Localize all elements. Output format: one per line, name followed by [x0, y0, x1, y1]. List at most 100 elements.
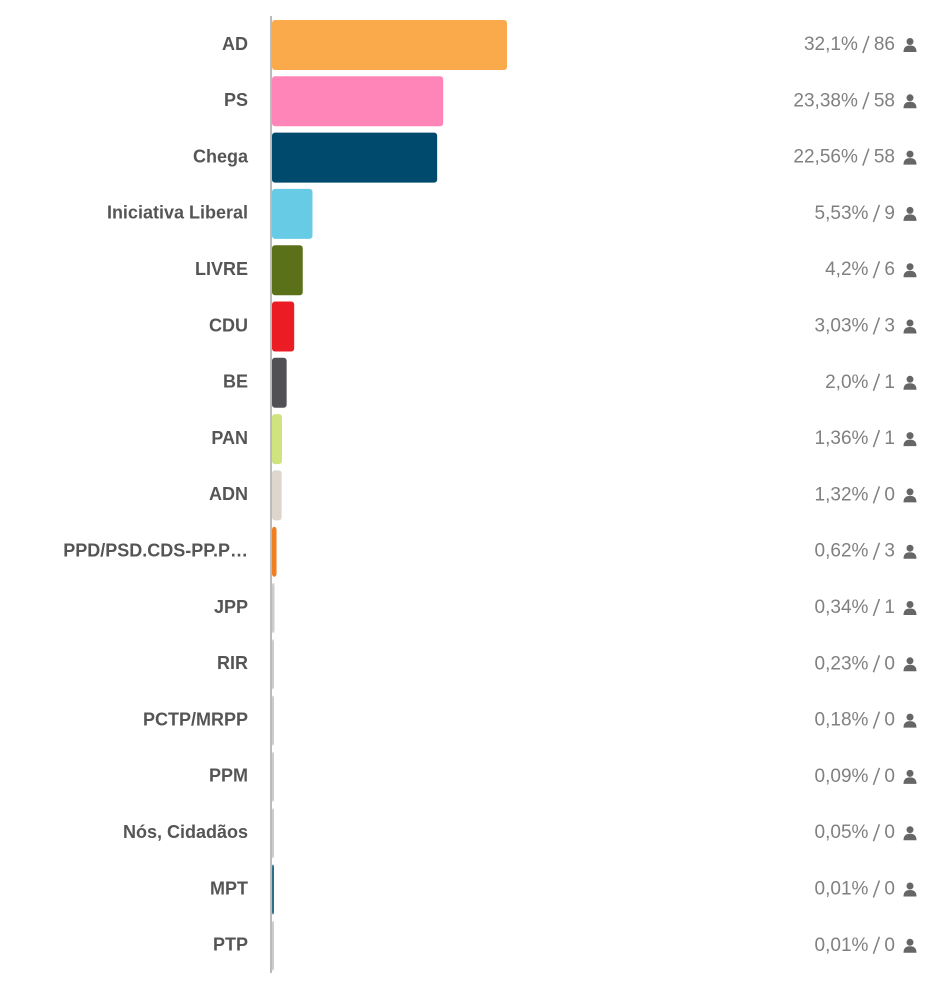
value-label: 0,34% — [815, 597, 869, 618]
person-icon — [903, 150, 917, 165]
bar — [272, 76, 444, 127]
icon-body — [903, 664, 917, 672]
seats-label: 0 — [884, 484, 895, 505]
icon-body — [903, 721, 917, 728]
icon-head — [906, 488, 914, 496]
person-icon — [903, 319, 917, 334]
category-label: JPP — [214, 597, 248, 617]
separator — [872, 880, 881, 898]
icon-body — [903, 495, 917, 503]
bar — [272, 132, 438, 183]
value-label: 3,03% — [815, 316, 869, 337]
seats-label: 9 — [884, 203, 895, 224]
category-label: ADN — [209, 484, 248, 504]
seats-label: 0 — [884, 935, 895, 956]
value-label: 0,62% — [815, 541, 869, 562]
person-icon — [903, 882, 917, 897]
category-label: PPD/PSD.CDS-PP.P… — [63, 540, 248, 560]
person-icon — [903, 432, 917, 447]
separator — [872, 823, 881, 842]
value-label: 1,36% — [815, 428, 869, 449]
seats-label: 58 — [874, 147, 895, 168]
person-icon — [903, 769, 917, 784]
seats-label: 58 — [874, 90, 895, 111]
value-label: 32,1% — [804, 34, 858, 55]
bar — [272, 414, 282, 465]
separator — [862, 92, 870, 110]
bar — [272, 357, 287, 408]
seats-label: 1 — [884, 372, 895, 393]
value-label: 0,01% — [815, 879, 869, 900]
seats-label: 0 — [884, 653, 895, 674]
icon-head — [906, 432, 914, 440]
bar — [272, 188, 313, 239]
value-label: 1,32% — [815, 484, 869, 505]
person-icon — [903, 657, 917, 672]
category-label: CDU — [209, 315, 248, 335]
icon-body — [903, 270, 917, 278]
category-label: Nós, Cidadãos — [123, 822, 248, 842]
icon-body — [903, 833, 917, 841]
person-icon — [903, 375, 917, 390]
value-label: 0,23% — [815, 653, 869, 674]
icon-head — [906, 319, 914, 327]
person-icon — [903, 826, 917, 841]
seats-label: 6 — [884, 259, 895, 280]
icon-head — [906, 38, 914, 45]
seats-label: 0 — [884, 822, 895, 843]
separator — [872, 429, 881, 448]
icon-body — [903, 890, 917, 897]
category-label: PPM — [209, 766, 248, 786]
value-label: 5,53% — [815, 203, 869, 224]
person-icon — [903, 38, 917, 52]
category-label: PAN — [211, 428, 248, 448]
person-icon — [903, 263, 917, 278]
icon-head — [906, 375, 914, 383]
bar — [272, 583, 275, 633]
icon-head — [906, 206, 914, 214]
seats-label: 1 — [884, 428, 895, 449]
bar — [272, 920, 274, 971]
separator — [872, 373, 881, 392]
separator — [872, 486, 881, 504]
category-label: PTP — [213, 935, 248, 955]
bar — [272, 245, 303, 296]
icon-head — [906, 657, 914, 665]
icon-body — [903, 552, 917, 559]
icon-head — [906, 601, 914, 608]
person-icon — [903, 206, 917, 221]
seats-label: 3 — [884, 316, 895, 337]
value-label: 0,05% — [815, 822, 869, 843]
person-icon — [903, 938, 917, 953]
icon-head — [906, 94, 914, 102]
person-icon — [903, 544, 917, 559]
icon-head — [906, 882, 914, 890]
category-label: AD — [222, 34, 248, 54]
seats-label: 1 — [884, 597, 895, 618]
separator — [872, 711, 881, 729]
bar — [272, 751, 274, 802]
category-label: MPT — [210, 878, 248, 898]
bar — [272, 301, 295, 352]
category-label: PS — [224, 90, 248, 110]
value-label: 4,2% — [825, 259, 868, 280]
bar — [272, 20, 507, 70]
category-label: Iniciativa Liberal — [107, 203, 248, 223]
category-label: RIR — [217, 653, 248, 673]
seats-label: 0 — [884, 766, 895, 787]
value-label: 0,09% — [815, 766, 869, 787]
bar — [272, 695, 274, 746]
value-label: 23,38% — [793, 90, 858, 111]
icon-body — [903, 327, 917, 334]
seats-label: 3 — [884, 541, 895, 562]
separator — [872, 598, 881, 617]
icon-head — [906, 150, 914, 158]
icon-body — [903, 777, 917, 784]
separator — [872, 317, 881, 335]
separator — [872, 655, 881, 673]
icon-body — [903, 214, 917, 221]
bar — [272, 526, 277, 577]
icon-body — [903, 608, 917, 615]
